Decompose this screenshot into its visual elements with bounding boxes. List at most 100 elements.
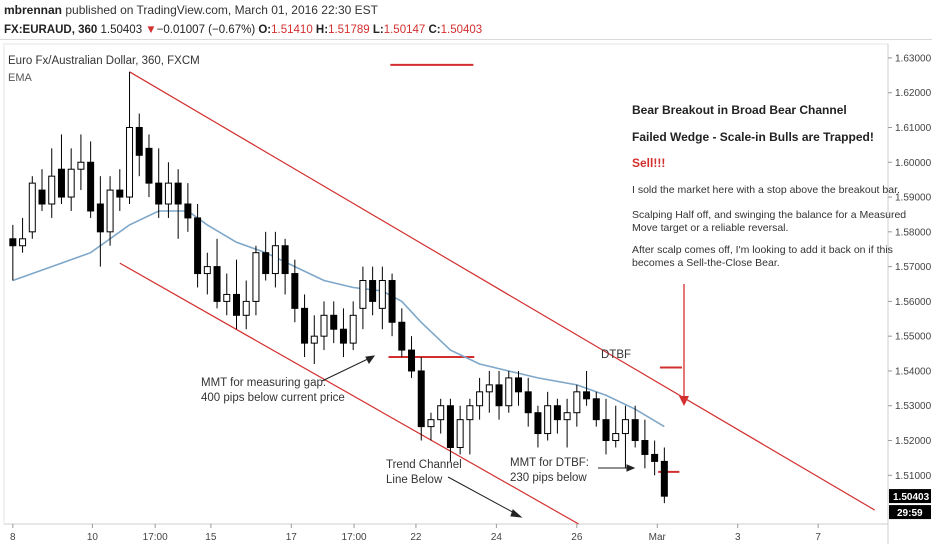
callouts: DTBF MMT for measuring gap: 400 pips bel… [201,349,631,486]
mmt-dtbf-line1: MMT for DTBF: [510,457,589,469]
bull-candle-body [223,293,231,302]
candle [583,370,591,406]
bull-candle-body [349,314,357,344]
candle [281,238,289,295]
dtbf-label: DTBF [601,349,631,361]
candle [38,169,46,211]
candle [388,273,396,337]
symbol-header: FX:EURAUD, 360 1.50403 ▼−0.01007 (−0.67%… [0,20,932,40]
bear-candle-body [660,460,668,497]
bull-candle-body [427,419,435,428]
price-axis[interactable]: 1.63000 1.62000 1.61000 1.60000 1.59000 1.580… [888,53,932,482]
time-axis[interactable]: 8 10 17:00 15 17 17:00 22 24 26 Mar 3 7 [10,524,821,543]
bear-candle-body [262,252,270,275]
annotation-subtitle: Failed Wedge - Scale-in Bulls are Trappe… [632,130,874,144]
candle [476,377,484,420]
candle [320,301,328,351]
candle [592,391,600,427]
candle [145,134,153,198]
high-label: H: [315,24,329,36]
candle [291,259,299,323]
candle [9,224,17,281]
high-value: 1.51789 [328,24,370,36]
bear-candle-body [9,238,17,247]
bear-candle-body [553,405,561,421]
price-tick-label: 1.54000 [895,366,932,377]
candle [174,169,182,239]
candle [330,301,338,344]
channel-line [129,71,876,511]
annotation-p1: I sold the market here with a stop above… [632,184,900,196]
bear-candle-body [301,307,309,344]
time-tick-label: 17 [286,532,298,543]
bull-candle-body [485,384,493,393]
mmt-dtbf-line2: 230 pips below [510,472,587,484]
candle [369,266,377,316]
annotation-p3b: becomes a Sell-the-Close Bear. [632,257,780,269]
symbol-name: FX:EURAUD, 360 [4,24,98,36]
open-value: 1.51410 [271,24,313,36]
publish-header: mbrennan published on TradingView.com, M… [0,0,932,20]
ema-series [12,210,665,428]
bull-candle-body [19,238,27,247]
candle [446,398,454,462]
bear-candle-body [330,314,338,330]
candle [28,176,36,239]
bear-candle-body [213,266,221,302]
candle [232,259,240,330]
candle [573,384,581,427]
publish-info: published on TradingView.com, March 01, … [65,3,378,17]
time-tick-label: 24 [491,532,503,543]
bull-candle-body [476,391,484,407]
bear-candle-body [145,147,153,184]
candle [339,308,347,358]
low-label: L: [372,24,384,36]
bear-candle-body [495,384,503,407]
bear-candle-body [398,321,406,351]
price-tick-label: 1.62000 [895,88,932,99]
candle [155,148,163,218]
bull-candle-body [320,314,328,337]
author-name[interactable]: mbrennan [4,3,63,17]
price-tick-label: 1.60000 [895,158,932,169]
open-label: O: [258,24,272,36]
candle [57,134,65,204]
candle [67,148,75,211]
price-chart[interactable]: 1.63000 1.62000 1.61000 1.60000 1.59000 1.580… [0,40,932,550]
channel-lines [119,71,876,525]
candle [427,412,435,441]
symbol-legend: Euro Fx/Australian Dollar, 360, FXCM [8,55,200,67]
bear-candle-body [446,405,454,448]
time-tick-label: 22 [410,532,422,543]
candle [223,273,231,316]
time-tick-label: 10 [87,532,99,543]
bull-candle-body [77,161,85,170]
candle [378,266,386,330]
bear-candle-body [641,440,649,455]
candle [349,301,357,351]
current-price-value: 1.50403 [893,492,930,503]
channel-line [119,262,579,525]
candle [544,391,552,441]
candle [466,398,474,455]
candle [87,141,95,218]
entry-arrow [679,284,689,406]
candle [116,169,124,211]
candle [505,370,513,413]
bull-candle-body [437,405,445,421]
bear-candle-body [291,273,299,309]
candle [48,148,56,218]
bear-candle-body [592,398,600,421]
bear-candle-body [184,203,192,219]
ema-line [12,210,665,428]
candle [126,71,134,204]
candle [262,231,270,281]
candle [641,419,649,469]
candle [301,294,309,358]
candle [96,176,104,267]
bear-candle-body [135,126,143,156]
bear-candle-body [651,453,659,462]
ema-legend: EMA [8,72,33,84]
bear-candle-body [57,168,65,198]
candle [534,405,542,448]
